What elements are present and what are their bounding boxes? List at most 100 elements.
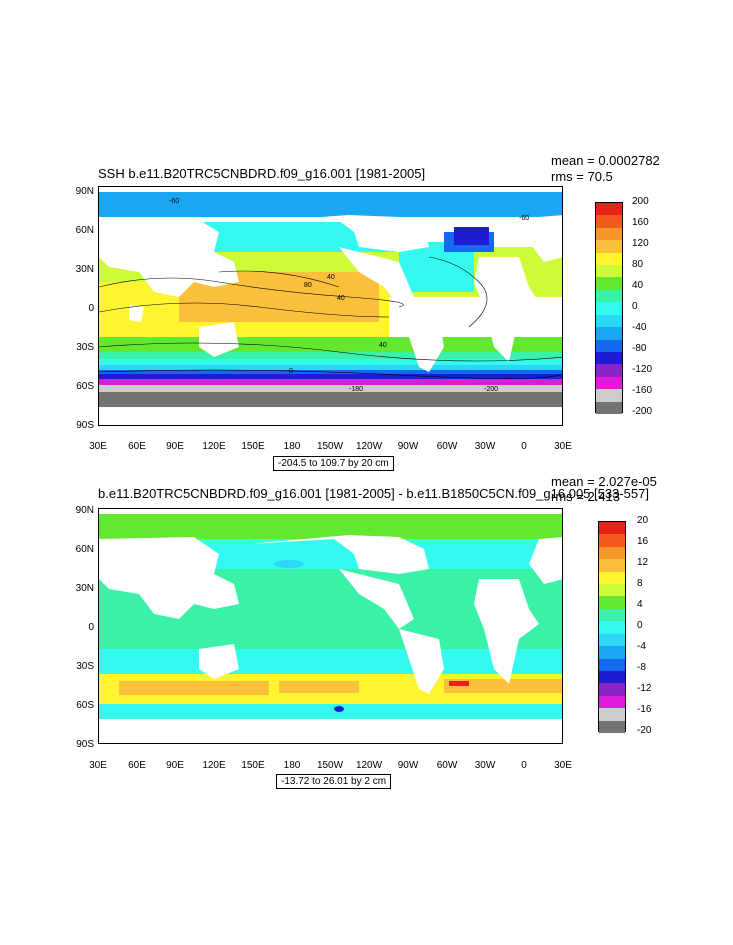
colorbar-label: 8 (637, 578, 643, 589)
colorbar-swatch (596, 364, 622, 378)
contour-label: 40 (337, 295, 345, 302)
colorbar-swatch (596, 389, 622, 403)
rms-label: rms = 70.5 (551, 169, 613, 184)
lat-tick-label: 30S (76, 342, 94, 353)
colorbar-label: -200 (632, 406, 653, 417)
ssh-field: -60 -60 40 80 40 0 40 -180 -200 (99, 187, 562, 425)
colorbar-swatch (596, 401, 622, 415)
lon-tick-label: 150E (241, 760, 265, 771)
colorbar-swatch (599, 683, 625, 697)
contour-range-label: -13.72 to 26.01 by 2 cm (276, 774, 392, 789)
lon-tick-label: 60W (436, 441, 458, 452)
rms-label: rms = 2.413 (551, 489, 621, 504)
colorbar-label: 4 (637, 599, 643, 610)
colorbar-swatch (596, 277, 622, 291)
colorbar-swatch (596, 351, 622, 365)
lon-tick-label: 0 (521, 760, 527, 771)
colorbar-label: 80 (632, 259, 644, 270)
colorbar-swatch (596, 314, 622, 328)
colorbar-label: 40 (632, 280, 644, 291)
mean-label: mean = 0.0002782 (551, 153, 660, 168)
lat-tick-label: 60N (75, 225, 94, 236)
lon-tick-label: 180 (283, 760, 301, 771)
colorbar-label: -120 (632, 364, 653, 375)
map-plot: -60 -60 40 80 40 0 40 -180 -200 (98, 186, 563, 426)
colorbar-label: -80 (632, 343, 647, 354)
contour-label: -60 (519, 215, 529, 222)
lon-tick-label: 120W (355, 441, 383, 452)
colorbar-swatch (599, 708, 625, 722)
contour-label: 40 (379, 342, 387, 349)
lon-tick-label: 60W (436, 760, 458, 771)
colorbar-swatch (599, 584, 625, 597)
contour-label: 40 (327, 274, 335, 281)
contour-label: 0 (289, 368, 293, 375)
lat-tick-label: 90S (76, 739, 94, 750)
lat-tick-label: 60S (76, 700, 94, 711)
colorbar-label: 0 (632, 301, 638, 312)
colorbar-label: -40 (632, 322, 647, 333)
lon-tick-label: 90W (397, 760, 419, 771)
colorbar-swatch (596, 289, 622, 303)
colorbar-swatch (599, 596, 625, 610)
mean-label: mean = 2.027e-05 (551, 474, 657, 489)
colorbar-swatches (595, 202, 623, 415)
lon-tick-label: 0 (521, 441, 527, 452)
colorbar-swatch (599, 608, 625, 622)
colorbar-label: -16 (637, 704, 652, 715)
map-title: b.e11.B20TRC5CNBDRD.f09_g16.001 [1981-20… (98, 486, 649, 501)
colorbar-swatch (599, 720, 625, 734)
lat-tick-label: 90N (75, 505, 94, 516)
colorbar-label: -12 (637, 683, 652, 694)
colorbar-label: 0 (637, 620, 643, 631)
colorbar-label: 20 (637, 515, 649, 526)
lon-tick-label: 150W (316, 441, 344, 452)
lat-tick-label: 60S (76, 381, 94, 392)
ssh-diff-field (99, 509, 562, 743)
contour-range-label: -204.5 to 109.7 by 20 cm (273, 456, 394, 471)
lon-tick-label: 120W (355, 760, 383, 771)
colorbar-label: -20 (637, 725, 652, 736)
map-title: SSH b.e11.B20TRC5CNBDRD.f09_g16.001 [198… (98, 166, 426, 181)
colorbar-swatches (598, 521, 626, 734)
ssh-difference-panel: b.e11.B20TRC5CNBDRD.f09_g16.001 [1981-20… (0, 470, 733, 800)
colorbar-swatch (596, 265, 622, 278)
colorbar-swatch (599, 695, 625, 709)
lon-tick-label: 30W (474, 760, 496, 771)
lon-tick-label: 30E (554, 441, 572, 452)
lat-tick-label: 0 (88, 303, 94, 314)
colorbar-label: -8 (637, 662, 646, 673)
lat-tick-label: 0 (88, 622, 94, 633)
map-plot (98, 508, 563, 744)
colorbar-swatch (599, 522, 625, 535)
contour-label: 80 (304, 282, 312, 289)
lat-tick-label: 30N (75, 264, 94, 275)
lon-tick-label: 180 (283, 441, 301, 452)
colorbar-swatch (596, 302, 622, 316)
colorbar-swatch (599, 571, 625, 585)
contour-label: -60 (169, 198, 179, 205)
lon-tick-label: 150W (316, 760, 344, 771)
colorbar-swatch (599, 658, 625, 672)
lat-tick-label: 30S (76, 661, 94, 672)
colorbar-swatch (599, 670, 625, 684)
colorbar-swatch (596, 215, 622, 229)
colorbar-swatch (599, 621, 625, 635)
colorbar-swatch (596, 252, 622, 266)
colorbar-swatch (596, 227, 622, 241)
lat-tick-label: 90N (75, 186, 94, 197)
colorbar-swatch (596, 240, 622, 254)
lon-tick-label: 90E (166, 760, 184, 771)
colorbar-swatch (599, 646, 625, 660)
colorbar-swatch (599, 534, 625, 548)
lon-tick-label: 30E (89, 760, 107, 771)
colorbar-label: 12 (637, 557, 649, 568)
colorbar-label: -4 (637, 641, 646, 652)
colorbar-swatch (596, 339, 622, 353)
colorbar-label: 120 (632, 238, 649, 249)
lat-tick-label: 60N (75, 544, 94, 555)
colorbar-swatch (599, 546, 625, 560)
lon-tick-label: 120E (202, 760, 226, 771)
lon-tick-label: 120E (202, 441, 226, 452)
colorbar-label: 160 (632, 217, 649, 228)
